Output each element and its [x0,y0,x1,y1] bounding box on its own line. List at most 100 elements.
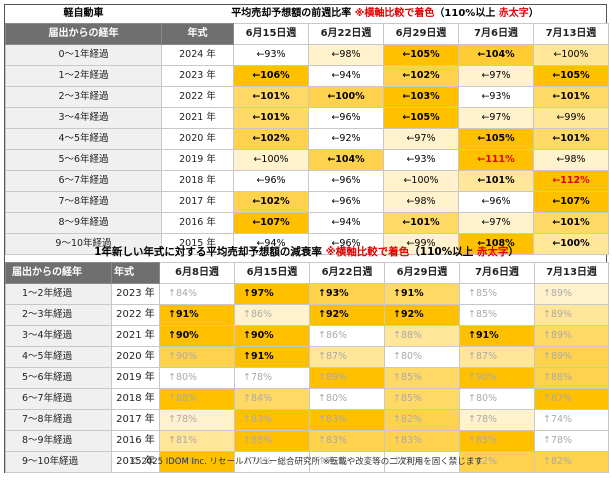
decay-cell: ↑74% [534,409,609,431]
row-age-label: 9～10年経過 [5,451,112,473]
top-title-main: 平均売却予想額の前週比率 [231,8,355,19]
ratio-cell: ←101% [233,107,309,129]
decay-cell: ↑85% [459,283,535,305]
row-year: 2015 年 [111,451,160,473]
decay-cell: ↑89% [534,346,609,368]
ratio-cell: ←96% [458,191,534,213]
ratio-cell: ←96% [233,170,309,192]
ratio-cell: ←102% [233,128,309,150]
ratio-cell: ←103% [383,86,459,108]
row-age-label: 6～7年経過 [5,388,112,410]
col-header-age: 届出からの経年 [5,23,162,45]
decay-cell: ↑86% [309,325,385,347]
table-row: 9～10年経過 2015 年 ←94% ←96% ←99% ←108% ←100% [5,233,609,255]
table-row: 5～6年経過 2019 年 ←100% ←104% ←93% ←111% ←98% [5,149,609,171]
ratio-cell: ←96% [308,107,384,129]
ratio-cell: ←93% [383,149,459,171]
decay-cell: ↑84% [159,283,235,305]
decay-cell: ↑87% [534,388,609,410]
ratio-cell: ←99% [533,107,609,129]
table-row: 8～9年経過 2016 年 ↑81% ↑85% ↑83% ↑83% ↑85% ↑78% [5,430,609,452]
col-header-date: 6月15日週 [233,23,309,45]
row-age-label: 9～10年経過 [5,233,162,255]
table-row: 4～5年経過 2020 年 ←102% ←92% ←97% ←105% ←101% [5,128,609,150]
decay-cell: ↑89% [534,283,609,305]
ratio-cell: ←93% [458,86,534,108]
col-header-date: 7月6日週 [458,23,534,45]
col-header-year: 年式 [161,23,234,45]
category-label: 軽自動車 [63,8,104,19]
row-year: 2019 年 [111,367,160,389]
decay-cell: ↑83% [309,430,385,452]
decay-cell: ↑89% [534,325,609,347]
ratio-cell: ←107% [233,212,309,234]
row-year: 2017 年 [111,409,160,431]
ratio-cell: ←98% [533,149,609,171]
row-age-label: 1～2年経過 [5,65,162,87]
ratio-cell: ←112% [533,170,609,192]
decay-cell: ↑86% [234,304,310,326]
row-age-label: 7～8年経過 [5,409,112,431]
bottom-title-mid: （110%以上 [409,246,477,258]
table-row: 1～2年経過 2023 年 ↑84% ↑97% ↑93% ↑91% ↑85% ↑89% [5,283,609,305]
ratio-cell: ←100% [308,86,384,108]
decay-cell: ↑78% [534,430,609,452]
decay-cell: ↑83% [234,409,310,431]
top-title-note: ※横軸比較で着色 [354,8,435,19]
ratio-cell: ←107% [533,191,609,213]
decay-cell: ↑81% [159,430,235,452]
row-age-label: 8～9年経過 [5,212,162,234]
row-age-label: 0～1年経過 [5,44,162,66]
decay-cell: ↑82% [384,409,460,431]
decay-cell: ↑92% [384,304,460,326]
table-row: 1～2年経過 2023 年 ←106% ←94% ←102% ←97% ←105% [5,65,609,87]
decay-cell: ↑87% [459,346,535,368]
ratio-cell: ←111% [458,149,534,171]
decay-cell: ↑85% [459,430,535,452]
ratio-cell: ←100% [533,44,609,66]
row-year: 2016 年 [161,212,234,234]
row-age-label: 3～4年経過 [5,325,112,347]
top-title: 平均売却予想額の前週比率 ※横軸比較で着色（110%以上 赤太字） [162,5,609,24]
ratio-cell: ←101% [458,170,534,192]
ratio-cell: ←97% [383,128,459,150]
decay-cell: ↑85% [459,304,535,326]
ratio-cell: ←102% [233,191,309,213]
row-age-label: 8～9年経過 [5,430,112,452]
decay-cell: ↑78% [459,409,535,431]
decay-cell: ↑80% [309,388,385,410]
col-header-year: 年式 [111,262,160,284]
decay-cell: ↑88% [384,325,460,347]
decay-cell: ↑85% [384,388,460,410]
col-header-date: 6月22日週 [308,23,384,45]
ratio-cell: ←106% [233,65,309,87]
row-year: 2024 年 [161,44,234,66]
bottom-title-end: ） [508,246,519,258]
row-age-label: 4～5年経過 [5,128,162,150]
decay-cell: ↑84% [159,451,235,473]
ratio-cell: ←99% [383,233,459,255]
ratio-cell: ←102% [383,65,459,87]
table-row: 3～4年経過 2021 年 ↑90% ↑90% ↑86% ↑88% ↑91% ↑89% [5,325,609,347]
table-row: 8～9年経過 2016 年 ←107% ←94% ←101% ←97% ←101% [5,212,609,234]
col-header-date: 6月29日週 [384,262,460,284]
decay-cell: ↑92% [309,304,385,326]
row-year: 2018 年 [111,388,160,410]
ratio-cell: ←101% [383,212,459,234]
ratio-cell: ←97% [458,212,534,234]
decay-cell: ↑91% [234,346,310,368]
col-header-date: 6月8日週 [159,262,235,284]
decay-cell: ↑82% [534,451,609,473]
ratio-cell: ←104% [458,44,534,66]
decay-cell: ↑93% [309,283,385,305]
row-year: 2022 年 [161,86,234,108]
col-header-date: 6月29日週 [383,23,459,45]
decay-cell: ↑78% [234,367,310,389]
ratio-cell: ←105% [383,107,459,129]
decay-cell: ↑90% [159,346,235,368]
row-age-label: 5～6年経過 [5,367,112,389]
row-age-label: 2～3年経過 [5,86,162,108]
ratio-cell: ←105% [533,65,609,87]
row-year: 2021 年 [161,107,234,129]
row-age-label: 4～5年経過 [5,346,112,368]
